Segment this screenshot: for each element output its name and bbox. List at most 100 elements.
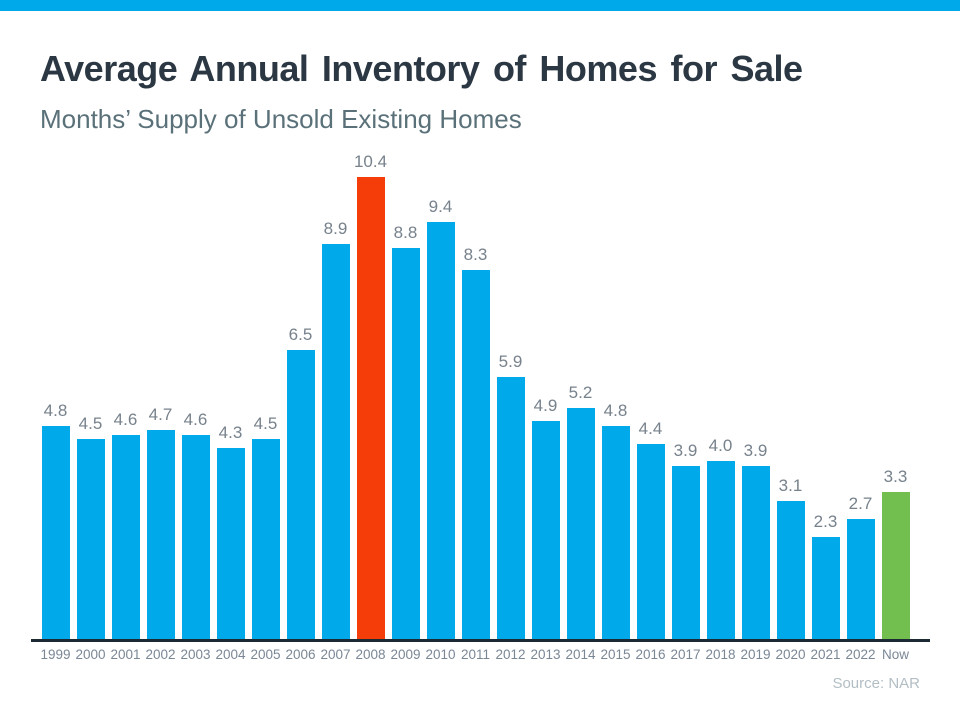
bar-value-label: 3.9 [743, 441, 768, 460]
bar-value-label: 4.5 [78, 414, 103, 433]
bar-2010 [426, 222, 455, 639]
bar-2017 [671, 466, 700, 639]
bar-slot-2015: 4.8 [598, 401, 633, 639]
bar-value-label: 4.9 [533, 396, 558, 415]
bar-value-label: 4.6 [183, 410, 208, 429]
page-subtitle: Months’ Supply of Unsold Existing Homes [40, 104, 522, 134]
bar-2000 [76, 439, 105, 639]
bar-2013 [531, 421, 560, 639]
x-axis-label-2013: 2013 [530, 647, 561, 662]
bar-slot-2016: 4.4 [633, 419, 668, 639]
bar-slot-2011: 8.3 [458, 245, 493, 639]
bar-1999 [41, 426, 70, 639]
x-axis-label-2000: 2000 [75, 647, 106, 662]
x-axis-label-2011: 2011 [460, 647, 491, 662]
bar-2009 [391, 248, 420, 639]
bar-slot-2018: 4.0 [703, 436, 738, 639]
bar-slot-2013: 4.9 [528, 396, 563, 639]
source-caption: Source: NAR [832, 675, 920, 692]
chart-bars-area: 4.8 4.5 4.6 4.7 4.6 4.3 4.5 6.5 8.9 10.4 8.8 9.4 8.3… [38, 147, 913, 639]
bar-value-label: 4.8 [603, 401, 628, 420]
x-axis-label-2022: 2022 [845, 647, 876, 662]
bar-2012 [496, 377, 525, 639]
x-axis-label-2005: 2005 [250, 647, 281, 662]
bar-2015 [601, 426, 630, 639]
bar-2019 [741, 466, 770, 639]
x-axis-label-2020: 2020 [775, 647, 806, 662]
bar-2007 [321, 244, 350, 639]
bar-slot-2014: 5.2 [563, 383, 598, 639]
bar-slot-2022: 2.7 [843, 494, 878, 639]
x-axis-label-2002: 2002 [145, 647, 176, 662]
bar-2006 [286, 350, 315, 639]
bar-slot-Now: 3.3 [878, 467, 913, 639]
bar-slot-2020: 3.1 [773, 476, 808, 639]
bar-Now [881, 492, 910, 639]
bar-slot-2012: 5.9 [493, 352, 528, 639]
bar-2014 [566, 408, 595, 639]
bar-2002 [146, 430, 175, 639]
bar-slot-2019: 3.9 [738, 441, 773, 639]
x-axis-label-2019: 2019 [740, 647, 771, 662]
bar-slot-2002: 4.7 [143, 405, 178, 639]
bar-value-label: 6.5 [288, 325, 313, 344]
bar-value-label: 3.9 [673, 441, 698, 460]
bar-2008 [356, 177, 385, 639]
page-title: Average Annual Inventory of Homes for Sa… [40, 48, 803, 89]
bar-slot-2017: 3.9 [668, 441, 703, 639]
bar-2005 [251, 439, 280, 639]
bar-value-label: 4.0 [708, 436, 733, 455]
x-axis-labels: 1999 2000 2001 2002 2003 2004 2005 2006 2007 2008… [38, 639, 913, 662]
bar-2020 [776, 501, 805, 639]
bar-2011 [461, 270, 490, 639]
x-axis-label-2015: 2015 [600, 647, 631, 662]
bar-2018 [706, 461, 735, 639]
bar-2001 [111, 435, 140, 639]
bar-value-label: 2.3 [813, 512, 838, 531]
x-axis-label-2014: 2014 [565, 647, 596, 662]
bar-value-label: 8.3 [463, 245, 488, 264]
bar-value-label: 4.7 [148, 405, 173, 424]
x-axis-label-2009: 2009 [390, 647, 421, 662]
bar-value-label: 3.3 [883, 467, 908, 486]
bar-value-label: 5.9 [498, 352, 523, 371]
bar-slot-2009: 8.8 [388, 223, 423, 639]
bar-slot-2005: 4.5 [248, 414, 283, 639]
bar-value-label: 10.4 [353, 152, 388, 171]
x-axis-label-2018: 2018 [705, 647, 736, 662]
bar-value-label: 3.1 [778, 476, 803, 495]
header: Average Annual Inventory of Homes for Sa… [0, 11, 960, 135]
bar-slot-2010: 9.4 [423, 197, 458, 639]
bar-value-label: 4.3 [218, 423, 243, 442]
x-axis-label-2001: 2001 [110, 647, 141, 662]
bar-2016 [636, 444, 665, 639]
bar-2022 [846, 519, 875, 639]
top-accent-bar [0, 0, 960, 11]
x-axis-label-2021: 2021 [810, 647, 841, 662]
bar-2003 [181, 435, 210, 639]
x-axis-label-2004: 2004 [215, 647, 246, 662]
x-axis-label-2007: 2007 [320, 647, 351, 662]
bar-value-label: 5.2 [568, 383, 593, 402]
bar-slot-2004: 4.3 [213, 423, 248, 639]
bar-value-label: 4.6 [113, 410, 138, 429]
bar-value-label: 8.9 [323, 219, 348, 238]
bar-2021 [811, 537, 840, 639]
x-axis-label-Now: Now [881, 647, 909, 662]
bar-value-label: 4.8 [43, 401, 68, 420]
x-axis-label-2008: 2008 [355, 647, 386, 662]
x-axis-line [31, 639, 930, 642]
x-axis-label-2012: 2012 [495, 647, 526, 662]
bar-slot-2001: 4.6 [108, 410, 143, 639]
bar-slot-2006: 6.5 [283, 325, 318, 639]
bar-slot-2021: 2.3 [808, 512, 843, 639]
x-axis-label-2010: 2010 [425, 647, 456, 662]
bar-value-label: 2.7 [848, 494, 873, 513]
x-axis-label-1999: 1999 [40, 647, 71, 662]
bar-slot-2003: 4.6 [178, 410, 213, 639]
x-axis-label-2006: 2006 [285, 647, 316, 662]
bar-value-label: 8.8 [393, 223, 418, 242]
bar-value-label: 4.4 [638, 419, 663, 438]
x-axis-label-2016: 2016 [635, 647, 666, 662]
x-axis-label-2017: 2017 [670, 647, 701, 662]
